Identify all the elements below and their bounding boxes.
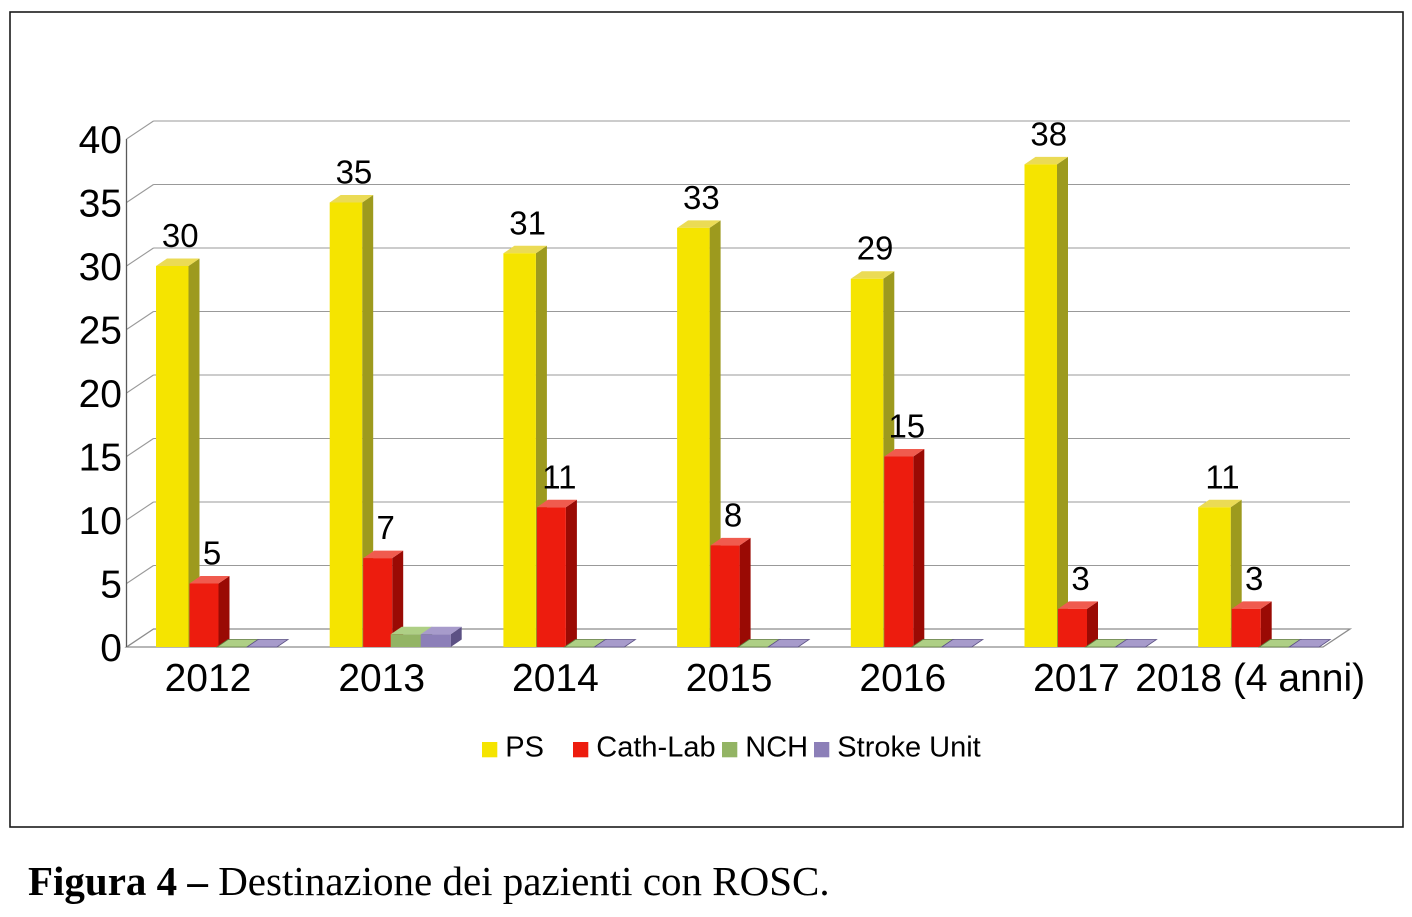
svg-text:2014: 2014 <box>512 657 599 700</box>
svg-text:Figura 4 – Destinazione dei pa: Figura 4 – Destinazione dei pazienti con… <box>28 858 830 904</box>
svg-text:8: 8 <box>724 496 742 533</box>
svg-text:2015: 2015 <box>686 657 773 700</box>
svg-text:5: 5 <box>100 564 122 607</box>
svg-text:Cath-Lab: Cath-Lab <box>596 731 715 763</box>
svg-text:Stroke Unit: Stroke Unit <box>837 731 980 763</box>
svg-text:2017: 2017 <box>1033 657 1120 700</box>
svg-text:0: 0 <box>100 627 122 670</box>
svg-text:35: 35 <box>336 154 373 191</box>
svg-text:3: 3 <box>1071 560 1089 597</box>
svg-text:NCH: NCH <box>745 731 808 763</box>
svg-text:15: 15 <box>79 437 122 480</box>
svg-text:30: 30 <box>79 246 122 289</box>
svg-text:7: 7 <box>377 509 395 546</box>
svg-text:3: 3 <box>1245 560 1263 597</box>
svg-text:PS: PS <box>505 731 544 763</box>
svg-text:38: 38 <box>1030 115 1067 152</box>
svg-text:29: 29 <box>857 230 894 267</box>
svg-text:2012: 2012 <box>165 657 252 700</box>
svg-text:33: 33 <box>683 179 720 216</box>
svg-text:2018 (4 anni): 2018 (4 anni) <box>1135 657 1365 700</box>
svg-text:11: 11 <box>542 458 576 495</box>
svg-text:31: 31 <box>509 204 546 241</box>
svg-text:30: 30 <box>162 217 199 254</box>
svg-text:20: 20 <box>79 373 122 416</box>
svg-text:25: 25 <box>79 310 122 353</box>
svg-text:11: 11 <box>1205 458 1239 495</box>
svg-text:40: 40 <box>79 119 122 162</box>
svg-text:10: 10 <box>79 500 122 543</box>
svg-text:15: 15 <box>888 408 925 445</box>
svg-text:5: 5 <box>203 535 221 572</box>
svg-text:2013: 2013 <box>338 657 425 700</box>
svg-text:2016: 2016 <box>859 657 946 700</box>
svg-text:35: 35 <box>79 183 122 226</box>
